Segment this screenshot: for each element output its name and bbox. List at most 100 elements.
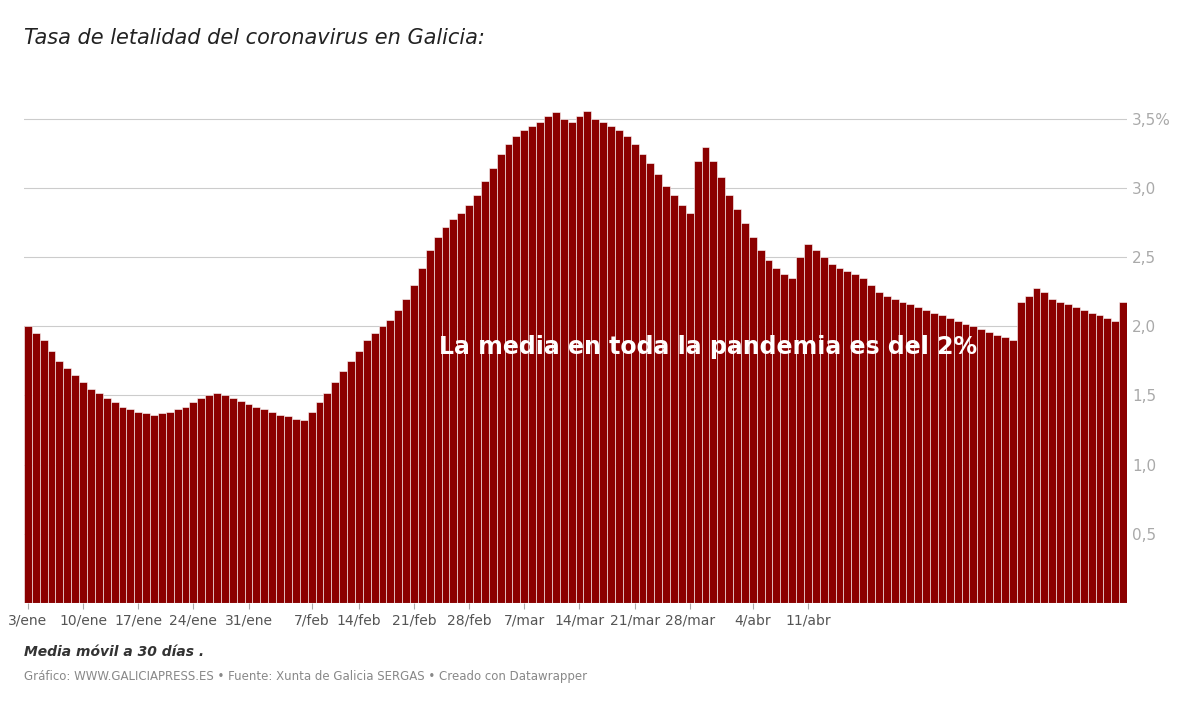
Bar	[465, 205, 474, 603]
Bar	[875, 292, 882, 603]
Bar	[1041, 292, 1048, 603]
Bar	[977, 329, 986, 603]
Bar	[749, 237, 757, 603]
Bar	[576, 116, 584, 603]
Bar	[646, 164, 655, 603]
Bar	[505, 144, 512, 603]
Bar	[474, 195, 481, 603]
Bar	[119, 406, 126, 603]
Bar	[677, 205, 686, 603]
Text: Tasa de letalidad del coronavirus en Galicia:: Tasa de letalidad del coronavirus en Gal…	[24, 28, 484, 48]
Bar	[701, 147, 710, 603]
Bar	[324, 393, 331, 603]
Bar	[891, 298, 898, 603]
Bar	[481, 182, 489, 603]
Bar	[394, 310, 402, 603]
Bar	[544, 116, 552, 603]
Bar	[64, 368, 71, 603]
Bar	[269, 412, 276, 603]
Bar	[450, 218, 457, 603]
Bar	[143, 413, 150, 603]
Bar	[639, 154, 646, 603]
Bar	[260, 409, 269, 603]
Bar	[1087, 313, 1096, 603]
Bar	[962, 323, 970, 603]
Bar	[103, 398, 110, 603]
Bar	[134, 412, 143, 603]
Bar	[291, 419, 300, 603]
Bar	[757, 250, 765, 603]
Bar	[615, 130, 622, 603]
Bar	[986, 332, 993, 603]
Bar	[379, 326, 386, 603]
Bar	[441, 227, 450, 603]
Bar	[32, 333, 40, 603]
Text: La media en toda la pandemia es del 2%: La media en toda la pandemia es del 2%	[439, 335, 977, 359]
Bar	[276, 415, 284, 603]
Bar	[165, 412, 174, 603]
Bar	[970, 326, 977, 603]
Bar	[308, 412, 315, 603]
Bar	[205, 396, 213, 603]
Bar	[1008, 340, 1017, 603]
Bar	[915, 307, 922, 603]
Bar	[434, 237, 441, 603]
Bar	[622, 136, 631, 603]
Bar	[600, 122, 607, 603]
Bar	[1103, 318, 1111, 603]
Bar	[567, 122, 576, 603]
Bar	[253, 406, 260, 603]
Bar	[418, 269, 426, 603]
Bar	[520, 130, 529, 603]
Bar	[174, 409, 181, 603]
Bar	[88, 389, 95, 603]
Bar	[993, 335, 1001, 603]
Bar	[694, 161, 701, 603]
Bar	[1056, 301, 1064, 603]
Bar	[686, 213, 694, 603]
Bar	[48, 351, 55, 603]
Bar	[110, 403, 119, 603]
Bar	[898, 301, 906, 603]
Bar	[552, 112, 560, 603]
Bar	[741, 223, 749, 603]
Bar	[1064, 304, 1072, 603]
Bar	[1001, 337, 1008, 603]
Bar	[710, 161, 717, 603]
Bar	[158, 413, 165, 603]
Bar	[827, 264, 836, 603]
Bar	[198, 398, 205, 603]
Bar	[221, 396, 229, 603]
Bar	[930, 313, 938, 603]
Bar	[607, 126, 615, 603]
Bar	[812, 250, 820, 603]
Bar	[860, 278, 867, 603]
Bar	[512, 136, 520, 603]
Bar	[670, 195, 677, 603]
Bar	[717, 177, 725, 603]
Bar	[300, 420, 308, 603]
Bar	[331, 381, 339, 603]
Text: Media móvil a 30 días .: Media móvil a 30 días .	[24, 645, 204, 659]
Bar	[781, 274, 788, 603]
Bar	[402, 298, 410, 603]
Bar	[229, 398, 236, 603]
Bar	[95, 393, 103, 603]
Bar	[922, 310, 930, 603]
Bar	[181, 406, 189, 603]
Bar	[1072, 307, 1080, 603]
Bar	[851, 274, 860, 603]
Bar	[772, 269, 781, 603]
Bar	[631, 144, 639, 603]
Bar	[496, 154, 505, 603]
Bar	[733, 209, 741, 603]
Bar	[591, 119, 600, 603]
Bar	[1032, 288, 1041, 603]
Bar	[836, 269, 843, 603]
Bar	[938, 316, 946, 603]
Bar	[953, 321, 962, 603]
Bar	[24, 326, 32, 603]
Bar	[805, 244, 812, 603]
Bar	[55, 361, 64, 603]
Bar	[79, 381, 88, 603]
